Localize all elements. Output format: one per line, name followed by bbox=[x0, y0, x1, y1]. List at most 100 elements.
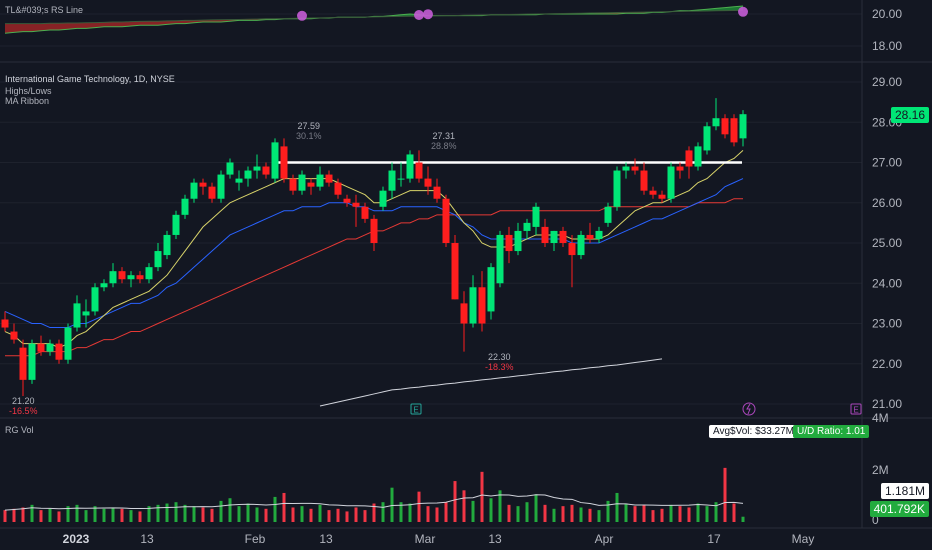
volume-bar bbox=[345, 511, 349, 522]
candle-body bbox=[640, 170, 648, 191]
time-axis-label: May bbox=[792, 532, 815, 546]
high-change: 30.1% bbox=[296, 131, 322, 141]
high-annotation: 27.59 30.1% bbox=[296, 121, 322, 141]
volume-bar bbox=[300, 506, 304, 522]
volume-bar bbox=[516, 506, 520, 522]
candle-body bbox=[478, 287, 486, 324]
candle-body bbox=[73, 303, 81, 328]
time-axis-label: 13 bbox=[319, 532, 333, 546]
rs-fill-segment bbox=[86, 22, 95, 29]
volume-bar bbox=[579, 507, 583, 522]
volume-bar bbox=[741, 516, 745, 522]
volume-bar bbox=[480, 471, 484, 522]
candle-body bbox=[505, 234, 513, 252]
candle-body bbox=[262, 166, 270, 175]
candle-body bbox=[523, 222, 531, 231]
volume-bar bbox=[183, 504, 187, 522]
volume-bar bbox=[336, 508, 340, 522]
high2-price: 27.31 bbox=[432, 131, 456, 141]
volume-bar bbox=[732, 503, 736, 522]
candle-body bbox=[370, 218, 378, 243]
low-change: -18.3% bbox=[485, 362, 514, 372]
volume-bar bbox=[255, 507, 259, 522]
volume-bar bbox=[246, 503, 250, 522]
volume-bar bbox=[399, 502, 403, 522]
candle-body bbox=[298, 174, 306, 191]
volume-axis-tick: 0 bbox=[872, 513, 879, 527]
candle-body bbox=[550, 230, 558, 243]
candle-body bbox=[91, 287, 99, 312]
candle-body bbox=[451, 243, 459, 300]
volume-bar bbox=[210, 508, 214, 522]
candle-body bbox=[658, 194, 666, 199]
volume-bar bbox=[57, 511, 61, 522]
rs-new-high-marker bbox=[297, 10, 307, 21]
candle-body bbox=[595, 230, 603, 239]
candle-body bbox=[82, 311, 90, 316]
candle-body bbox=[388, 170, 396, 191]
time-axis-label: 2023 bbox=[63, 532, 90, 546]
earnings-marker-label: E bbox=[853, 406, 858, 415]
candle-body bbox=[343, 198, 351, 203]
sma-200-line bbox=[319, 358, 663, 407]
time-axis-label: Apr bbox=[595, 532, 614, 546]
candle-body bbox=[415, 162, 423, 179]
candle-body bbox=[172, 214, 180, 235]
volume-bar bbox=[156, 504, 160, 522]
candle-body bbox=[676, 166, 684, 171]
rs-fill-segment bbox=[41, 23, 50, 31]
candle-body bbox=[28, 343, 36, 380]
rs-panel-title: TL&#039;s RS Line bbox=[5, 5, 84, 15]
avg-dollar-vol-badge: Avg$Vol: $33.27M bbox=[709, 425, 798, 438]
candle-body bbox=[397, 178, 405, 180]
candle-body bbox=[325, 174, 333, 183]
candle-body bbox=[379, 190, 387, 207]
volume-bar bbox=[426, 506, 430, 522]
candle-body bbox=[352, 202, 360, 207]
volume-bar bbox=[309, 508, 313, 522]
candle-body bbox=[568, 243, 576, 256]
volume-bar bbox=[660, 508, 664, 522]
price-axis-tick: 27.00 bbox=[872, 156, 902, 170]
ud-ratio-badge: U/D Ratio: 1.01 bbox=[793, 425, 870, 438]
candle-body bbox=[514, 230, 522, 252]
candle-body bbox=[541, 226, 549, 243]
rs-line bbox=[4, 5, 744, 34]
volume-bar bbox=[390, 487, 394, 522]
volume-bar bbox=[408, 503, 412, 522]
volume-bar bbox=[417, 491, 421, 522]
volume-bar bbox=[102, 508, 106, 522]
volume-bar bbox=[228, 498, 232, 522]
candle-body bbox=[1, 319, 9, 328]
candle-body bbox=[622, 166, 630, 171]
indicator-highs-lows: Highs/Lows bbox=[5, 86, 52, 96]
candle-body bbox=[739, 114, 747, 139]
volume-bar bbox=[381, 502, 385, 522]
candle-body bbox=[163, 234, 171, 256]
volume-bar bbox=[30, 504, 34, 522]
rs-new-high-marker bbox=[423, 9, 433, 20]
volume-bar bbox=[219, 500, 223, 522]
volume-bar bbox=[282, 492, 286, 522]
candle-body bbox=[469, 287, 477, 324]
volume-bar bbox=[570, 504, 574, 522]
low-annotation: 22.30 -18.3% bbox=[485, 352, 514, 372]
volume-bar bbox=[651, 510, 655, 522]
candle-body bbox=[586, 234, 594, 239]
volume-bar bbox=[84, 510, 88, 522]
rs-fill-segment bbox=[5, 23, 14, 34]
volume-bar bbox=[21, 507, 25, 522]
candle-body bbox=[226, 162, 234, 175]
volume-bar bbox=[444, 502, 448, 522]
candle-body bbox=[721, 118, 729, 135]
candle-body bbox=[145, 267, 153, 280]
candle-body bbox=[46, 343, 54, 352]
candle-body bbox=[559, 230, 567, 243]
low-price: 22.30 bbox=[488, 352, 511, 362]
candle-body bbox=[199, 182, 207, 187]
candle-body bbox=[730, 118, 738, 143]
volume-bar bbox=[624, 503, 628, 522]
candle-body bbox=[235, 178, 243, 183]
volume-bar bbox=[714, 502, 718, 522]
